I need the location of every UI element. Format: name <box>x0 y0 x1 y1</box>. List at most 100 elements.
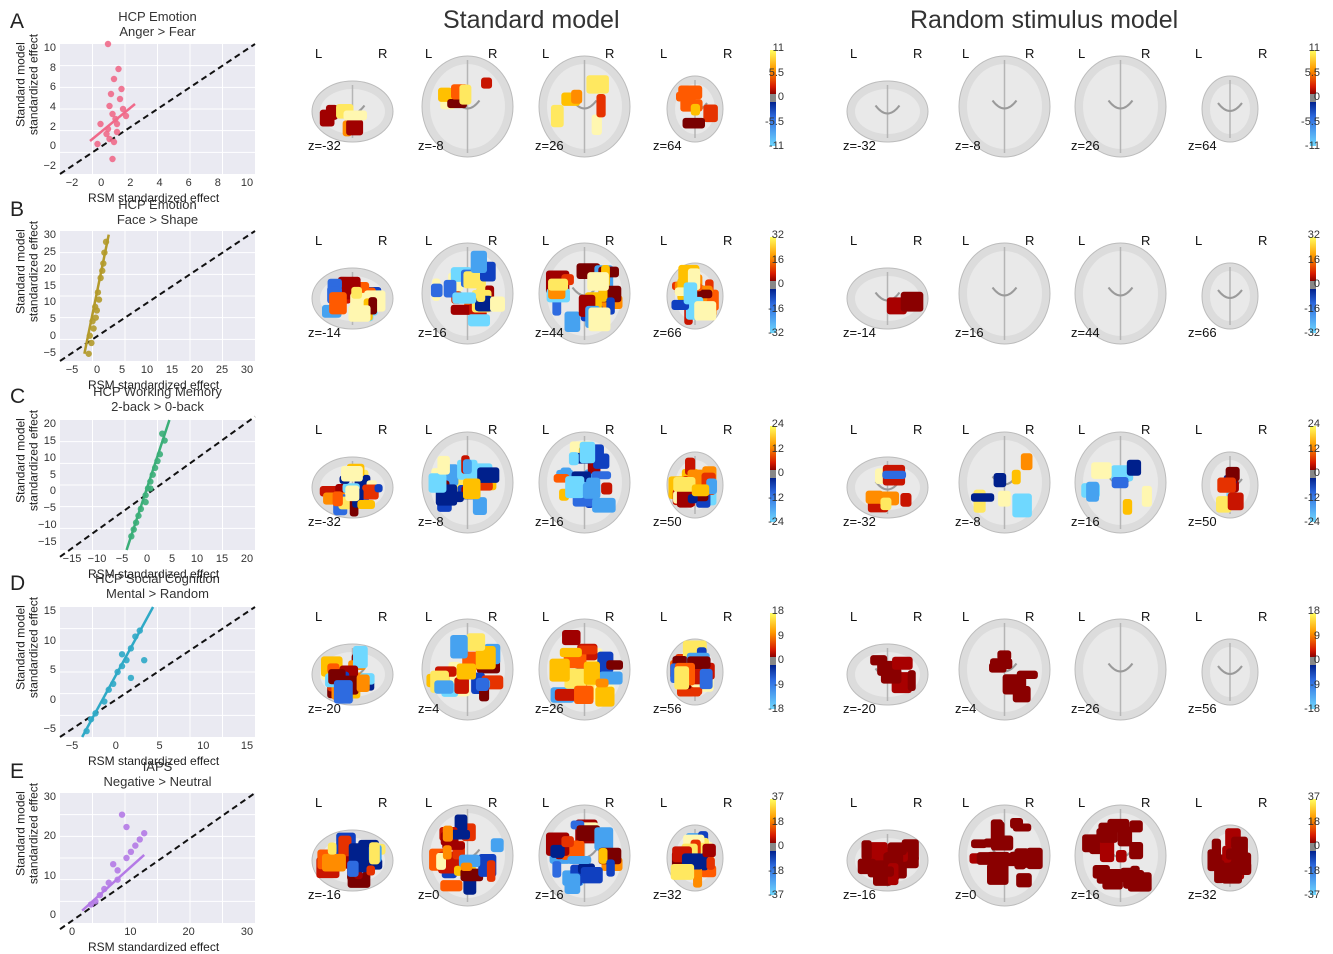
activation-cluster <box>606 859 615 877</box>
activation-cluster <box>687 494 698 504</box>
x-tick-label: −10 <box>87 553 107 565</box>
right-hemisphere-label: R <box>723 233 733 248</box>
left-hemisphere-label: L <box>962 46 970 61</box>
activation-cluster <box>1126 459 1142 476</box>
activation-cluster <box>442 825 453 842</box>
slice-z-label: z=32 <box>653 887 682 902</box>
standard-model-heading: Standard model <box>443 6 620 34</box>
right-hemisphere-label: R <box>488 46 498 61</box>
colorbar-tick: 11 <box>1308 42 1320 54</box>
y-tick-label: 20 <box>43 418 56 430</box>
activation-cluster <box>338 835 352 857</box>
activation-cluster <box>970 493 995 502</box>
y-tick-label: −10 <box>38 519 57 532</box>
regression-line <box>83 234 110 355</box>
colorbar-tick: -5.5 <box>765 115 784 128</box>
y-tick-label: 0 <box>49 140 56 153</box>
slice-z-label: z=-16 <box>843 887 876 902</box>
x-tick-label: 6 <box>185 177 192 189</box>
right-hemisphere-label: R <box>488 609 498 624</box>
brain-slice-random <box>846 829 929 892</box>
x-tick-label: 8 <box>214 177 221 189</box>
colorbar-tick: -37 <box>1304 889 1320 901</box>
panel-title: HCP Working Memory <box>93 384 222 399</box>
brain-slice-standard <box>538 804 631 907</box>
brain-slice-standard <box>666 75 724 143</box>
left-hemisphere-label: L <box>425 233 433 248</box>
activation-cluster <box>1129 842 1144 860</box>
colorbar-tick: 12 <box>771 442 784 455</box>
activation-cluster <box>462 478 481 500</box>
right-hemisphere-label: R <box>723 422 733 437</box>
brain-slice-standard <box>666 451 724 519</box>
scatter-point <box>122 112 130 120</box>
activation-cluster <box>1010 817 1024 829</box>
activation-cluster <box>564 873 581 895</box>
scatter-point <box>132 842 139 849</box>
brain-slice-random <box>1201 451 1259 519</box>
slice-z-label: z=56 <box>653 701 682 716</box>
left-hemisphere-label: L <box>1078 46 1086 61</box>
activation-cluster <box>490 296 505 312</box>
colorbar <box>1310 50 1316 146</box>
y-tick-label: 10 <box>43 296 56 309</box>
left-hemisphere-label: L <box>425 795 433 810</box>
colorbar-tick: -24 <box>768 516 784 528</box>
y-tick-label: 15 <box>43 605 56 617</box>
y-tick-label: 5 <box>49 468 56 481</box>
left-hemisphere-label: L <box>542 795 550 810</box>
x-tick-label: −2 <box>65 177 79 189</box>
slice-z-label: z=16 <box>418 325 447 340</box>
scatter-point <box>118 811 126 818</box>
right-hemisphere-label: R <box>488 233 498 248</box>
left-hemisphere-label: L <box>850 233 858 248</box>
colorbar-tick: 32 <box>1307 229 1320 241</box>
activation-cluster <box>1012 493 1032 518</box>
activation-cluster <box>997 490 1011 507</box>
scatter-point <box>110 75 118 83</box>
activation-cluster <box>699 668 713 690</box>
ventricle <box>1217 289 1243 299</box>
x-tick-label: 4 <box>156 177 163 189</box>
y-tick-label: 20 <box>43 830 56 843</box>
slice-z-label: z=-20 <box>308 701 341 716</box>
activation-cluster <box>559 647 582 658</box>
x-tick-label: 0 <box>112 740 119 752</box>
left-hemisphere-label: L <box>660 233 668 248</box>
colorbar-tick: 0 <box>1313 840 1320 852</box>
activation-cluster <box>333 680 353 704</box>
activation-cluster <box>374 484 383 493</box>
activation-cluster <box>321 853 346 872</box>
y-tick-label: 15 <box>43 434 56 447</box>
slice-z-label: z=0 <box>418 887 440 902</box>
activation-cluster <box>996 821 1005 839</box>
y-tick-label: −15 <box>38 536 57 548</box>
y-tick-label: 15 <box>43 279 56 292</box>
activation-cluster <box>691 484 710 497</box>
x-tick-label: 10 <box>140 364 154 376</box>
panel-subtitle: 2-back > 0-back <box>111 399 204 414</box>
panel-subtitle: Mental > Random <box>106 586 209 601</box>
activation-cluster <box>583 661 600 685</box>
activation-cluster <box>694 301 717 321</box>
x-tick-label: 0 <box>68 926 76 938</box>
colorbar-tick: 18 <box>1307 815 1320 828</box>
activation-cluster <box>873 866 894 877</box>
slice-z-label: z=64 <box>1188 138 1217 153</box>
y-tick-label: 5 <box>49 313 56 326</box>
colorbar-tick: 16 <box>771 253 784 266</box>
activation-cluster <box>456 663 477 680</box>
y-tick-label: 2 <box>49 120 56 133</box>
x-tick-label: 5 <box>118 364 126 376</box>
activation-cluster <box>346 119 364 136</box>
colorbar-tick: -16 <box>1304 302 1320 315</box>
scatter-point <box>141 656 148 664</box>
brain-slice-random <box>846 267 929 330</box>
slice-z-label: z=50 <box>653 514 682 529</box>
x-tick-label: 25 <box>215 364 229 376</box>
slice-z-label: z=-20 <box>843 701 876 716</box>
x-tick-label: 5 <box>156 740 163 752</box>
slice-z-label: z=66 <box>1188 325 1217 340</box>
activation-cluster <box>345 485 360 502</box>
colorbar-tick: 24 <box>771 418 784 430</box>
